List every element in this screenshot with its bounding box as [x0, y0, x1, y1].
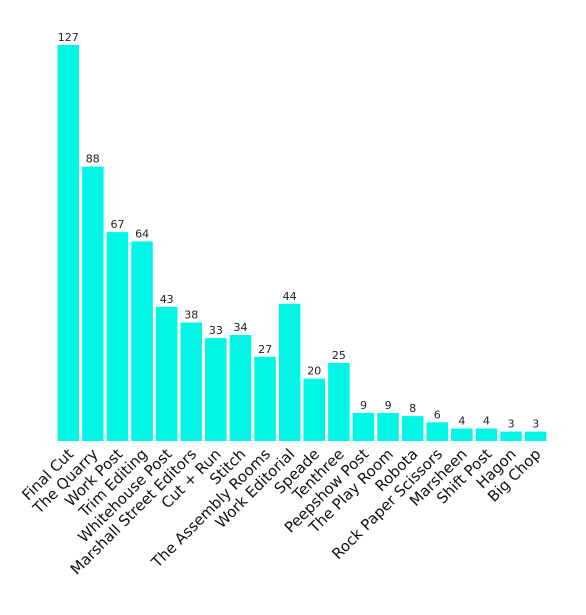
bar-16	[451, 428, 473, 441]
value-label-13: 9	[385, 399, 392, 412]
bar-18	[500, 431, 522, 441]
bar-15	[426, 422, 448, 441]
value-label-5: 38	[184, 309, 198, 322]
value-label-19: 3	[532, 418, 539, 431]
bar-2	[106, 232, 129, 441]
bar-19	[524, 431, 547, 441]
value-label-18: 3	[508, 418, 515, 431]
bar-8	[254, 356, 276, 441]
value-label-4: 43	[160, 293, 174, 306]
bar-7	[229, 335, 252, 441]
value-label-0: 127	[58, 31, 79, 44]
value-label-3: 64	[135, 227, 149, 240]
value-label-10: 20	[307, 365, 321, 378]
value-label-15: 6	[434, 408, 441, 421]
value-label-1: 88	[86, 153, 100, 166]
value-label-8: 27	[258, 343, 272, 356]
bars-group	[57, 45, 547, 441]
value-label-17: 4	[483, 415, 490, 428]
value-label-12: 9	[360, 399, 367, 412]
value-label-16: 4	[458, 415, 465, 428]
value-label-9: 44	[283, 290, 297, 303]
value-label-7: 34	[234, 321, 248, 334]
value-label-2: 67	[111, 218, 125, 231]
bar-5	[180, 322, 202, 441]
bar-0	[57, 45, 79, 441]
bar-3	[131, 241, 153, 441]
bar-13	[377, 412, 399, 441]
bar-14	[401, 416, 424, 441]
bar-10	[303, 378, 325, 441]
bar-17	[475, 428, 498, 441]
bar-4	[155, 306, 178, 441]
bar-9	[278, 303, 301, 441]
bar-1	[82, 166, 104, 441]
value-label-11: 25	[332, 349, 346, 362]
value-label-14: 8	[409, 402, 416, 415]
value-label-6: 33	[209, 324, 223, 337]
bar-6	[205, 338, 227, 441]
bar-11	[328, 363, 350, 441]
bar-12	[352, 412, 375, 441]
